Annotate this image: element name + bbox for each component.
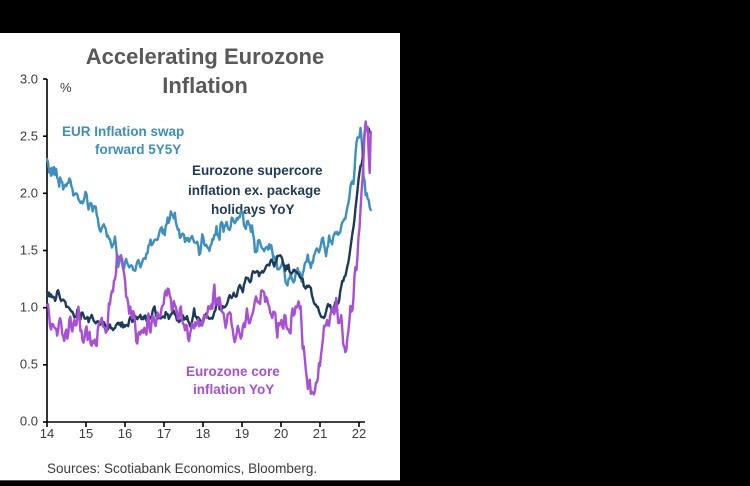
- svg-text:19: 19: [235, 426, 249, 441]
- svg-text:3.0: 3.0: [20, 72, 38, 87]
- svg-text:Eurozone supercore: Eurozone supercore: [192, 163, 323, 178]
- svg-text:22: 22: [352, 426, 366, 441]
- svg-text:EUR Inflation swap: EUR Inflation swap: [62, 124, 184, 139]
- svg-text:14: 14: [40, 426, 54, 441]
- svg-text:2.5: 2.5: [20, 129, 38, 144]
- svg-text:inflation ex. package: inflation ex. package: [188, 183, 321, 198]
- svg-text:20: 20: [274, 426, 288, 441]
- svg-text:15: 15: [79, 426, 93, 441]
- svg-text:0.0: 0.0: [20, 414, 38, 429]
- svg-text:1.5: 1.5: [20, 243, 38, 258]
- svg-text:Eurozone core: Eurozone core: [186, 364, 280, 379]
- svg-text:17: 17: [157, 426, 171, 441]
- svg-text:16: 16: [118, 426, 132, 441]
- svg-text:1.0: 1.0: [20, 300, 38, 315]
- svg-text:21: 21: [313, 426, 327, 441]
- svg-text:forward 5Y5Y: forward 5Y5Y: [95, 142, 181, 157]
- svg-text:inflation YoY: inflation YoY: [193, 382, 274, 397]
- svg-text:holidays YoY: holidays YoY: [211, 202, 295, 217]
- svg-text:2.0: 2.0: [20, 186, 38, 201]
- svg-text:0.5: 0.5: [20, 357, 38, 372]
- svg-text:18: 18: [196, 426, 210, 441]
